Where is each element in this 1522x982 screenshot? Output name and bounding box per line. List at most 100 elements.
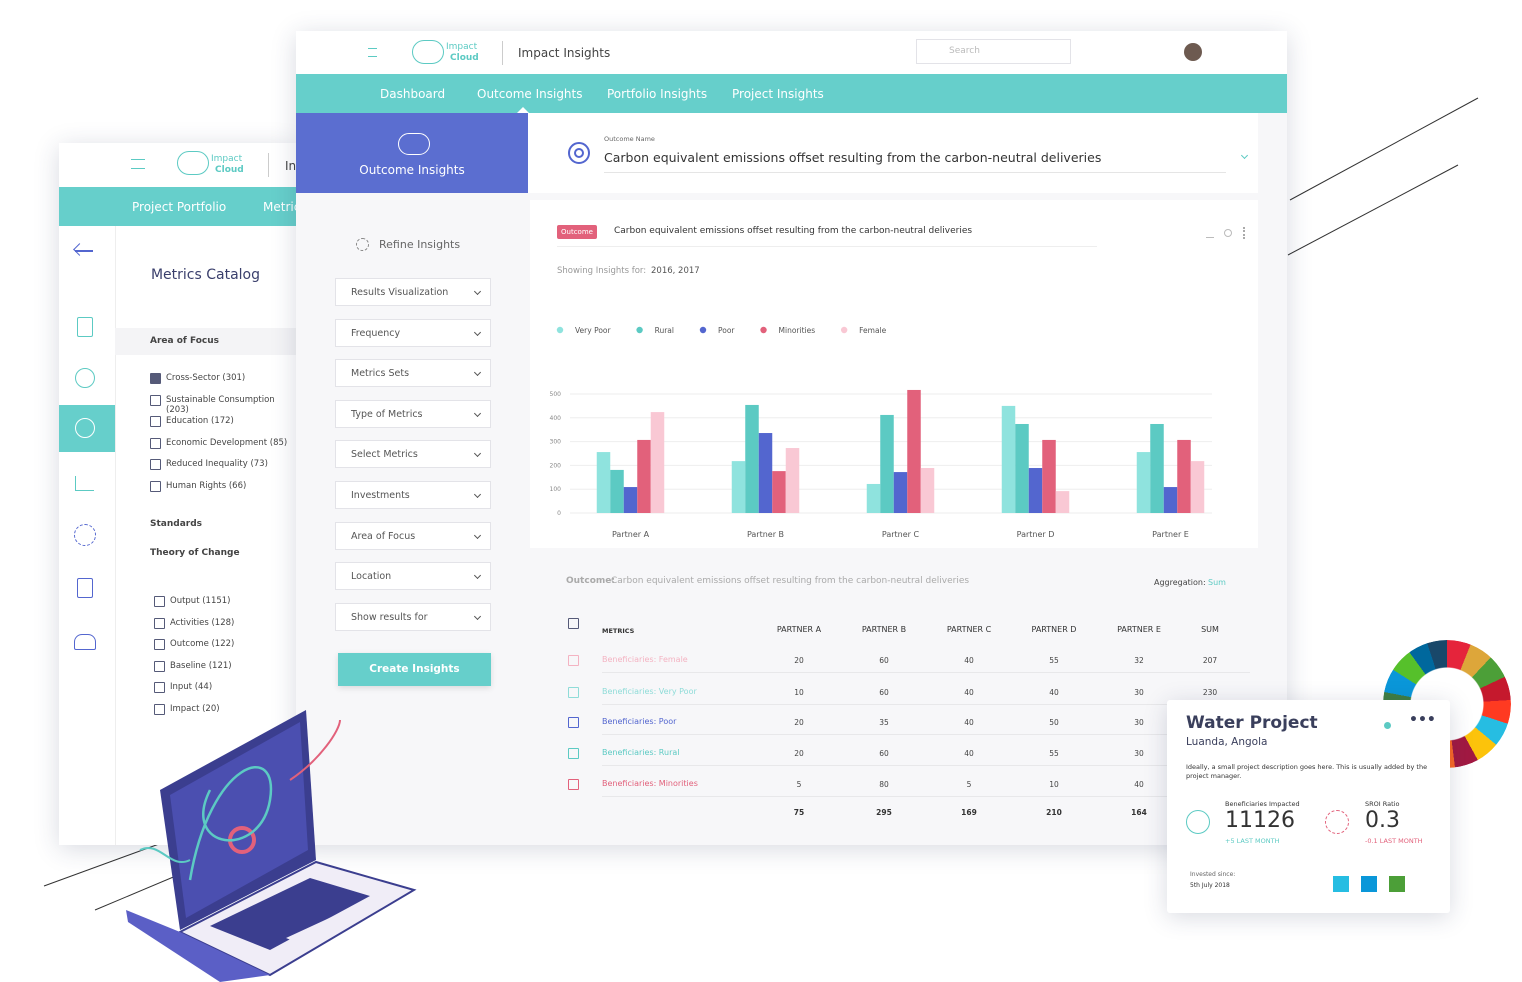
catalog-item[interactable]: Human Rights (66) bbox=[166, 480, 247, 491]
legend-label: Very Poor bbox=[575, 326, 612, 335]
bar bbox=[1136, 452, 1151, 513]
menu-icon[interactable] bbox=[368, 48, 377, 57]
search-box[interactable]: Search bbox=[916, 39, 1071, 64]
back-arrow[interactable] bbox=[75, 250, 93, 252]
share-icon[interactable] bbox=[1224, 229, 1232, 237]
legend-swatch bbox=[760, 326, 767, 334]
cell: 60 bbox=[879, 688, 889, 697]
filter-dropdown[interactable]: Type of Metrics bbox=[335, 399, 491, 428]
total-cell: 164 bbox=[1131, 808, 1147, 817]
metric2-label: SROI Ratio bbox=[1365, 800, 1400, 808]
nav-item[interactable]: Outcome Insights bbox=[477, 87, 583, 101]
dropdown-arrow[interactable] bbox=[1240, 151, 1249, 160]
create-button[interactable]: Create Insights bbox=[338, 653, 491, 686]
catalog-item[interactable]: Baseline (121) bbox=[170, 660, 232, 671]
subtitle-value: 2016, 2017 bbox=[651, 266, 700, 276]
row-divider bbox=[602, 734, 1250, 735]
outcome-name[interactable]: Carbon equivalent emissions offset resul… bbox=[604, 150, 1102, 165]
filter-dropdown[interactable]: Metrics Sets bbox=[335, 359, 491, 388]
catalog-item[interactable]: Reduced Inequality (73) bbox=[166, 459, 268, 469]
bar bbox=[866, 483, 881, 513]
catalog-item[interactable]: Education (172) bbox=[166, 416, 234, 426]
catalog-item[interactable]: Economic Development (85) bbox=[166, 437, 288, 448]
catalog-item[interactable]: Input (44) bbox=[170, 682, 213, 692]
project-card[interactable]: Water Project ••• Luanda, Angola Ideally… bbox=[1167, 700, 1450, 913]
checkbox[interactable] bbox=[150, 459, 161, 470]
y-tick-label: 100 bbox=[550, 486, 562, 493]
nav-icon[interactable] bbox=[77, 317, 93, 337]
nav-icon[interactable] bbox=[74, 524, 96, 546]
total-cell: 169 bbox=[961, 808, 977, 817]
cell: 55 bbox=[1049, 656, 1059, 665]
row-label: Beneficiaries: Very Poor bbox=[602, 687, 697, 696]
row-label: Beneficiaries: Poor bbox=[602, 717, 677, 726]
active-indicator bbox=[517, 107, 529, 113]
chart-title: Carbon equivalent emissions offset resul… bbox=[614, 226, 973, 236]
divider bbox=[268, 153, 269, 177]
checkbox[interactable] bbox=[154, 639, 165, 650]
checkbox[interactable] bbox=[150, 394, 161, 406]
nav-item[interactable]: Dashboard bbox=[380, 87, 446, 101]
metric1-label: Beneficiaries Impacted bbox=[1225, 800, 1300, 808]
filter-dropdown[interactable]: Location bbox=[335, 562, 491, 591]
legend-swatch bbox=[840, 326, 848, 334]
filter-dropdown[interactable]: Results Visualization bbox=[335, 278, 491, 306]
checkbox[interactable] bbox=[568, 717, 579, 728]
cell: 230 bbox=[1202, 688, 1218, 697]
catalog-item[interactable]: Cross-Sector (301) bbox=[166, 373, 246, 383]
checkbox[interactable] bbox=[150, 480, 161, 492]
catalog-item[interactable]: Activities (128) bbox=[170, 617, 235, 628]
checkbox[interactable] bbox=[568, 655, 579, 666]
nav-item[interactable]: Portfolio Insights bbox=[607, 87, 708, 101]
filter-dropdown[interactable]: Investments bbox=[335, 481, 491, 509]
checkbox[interactable] bbox=[568, 687, 579, 698]
gear-icon bbox=[356, 238, 369, 251]
bar bbox=[1177, 439, 1191, 513]
checkbox[interactable] bbox=[154, 596, 165, 607]
nav-icon[interactable] bbox=[77, 578, 93, 598]
column-header: PARTNER C bbox=[946, 625, 992, 634]
back-arrow-head bbox=[73, 243, 86, 256]
checkbox[interactable] bbox=[150, 416, 161, 427]
nav-icon[interactable] bbox=[75, 476, 94, 491]
avatar[interactable] bbox=[1184, 43, 1202, 61]
nav-icon[interactable] bbox=[74, 634, 96, 650]
filter-dropdown[interactable]: Area of Focus bbox=[335, 521, 491, 550]
checkbox[interactable] bbox=[568, 779, 579, 790]
filter-dropdown[interactable]: Frequency bbox=[335, 318, 491, 347]
cell: 40 bbox=[964, 688, 974, 697]
checkbox[interactable] bbox=[150, 373, 161, 384]
cell: 60 bbox=[879, 656, 889, 665]
logo-icon bbox=[412, 40, 444, 64]
checkbox-all[interactable] bbox=[568, 618, 579, 629]
catalog-item[interactable]: Sustainable Consumption (203) bbox=[166, 394, 275, 415]
checkbox[interactable] bbox=[154, 660, 165, 672]
download-icon[interactable] bbox=[1206, 229, 1214, 238]
checkbox[interactable] bbox=[154, 682, 165, 693]
checkbox[interactable] bbox=[568, 748, 579, 759]
metric1-value: 11126 bbox=[1225, 808, 1295, 833]
filter-dropdown[interactable]: Select Metrics bbox=[335, 440, 491, 469]
catalog-item[interactable]: Output (1151) bbox=[170, 596, 231, 606]
nav-item[interactable]: Project Portfolio bbox=[132, 200, 227, 214]
legend-swatch bbox=[699, 326, 707, 334]
more-icon[interactable]: ••• bbox=[1409, 712, 1436, 728]
bar bbox=[1015, 423, 1029, 513]
menu-icon[interactable] bbox=[131, 159, 145, 169]
cell: 80 bbox=[879, 780, 889, 789]
checkbox[interactable] bbox=[154, 703, 165, 715]
nav-icon-active[interactable] bbox=[59, 405, 115, 452]
invested-label: Invested since: bbox=[1190, 871, 1236, 878]
aggregation-value[interactable]: Sum bbox=[1208, 578, 1226, 587]
filter-dropdown[interactable]: Show results for bbox=[335, 602, 491, 631]
nav-item[interactable]: Metric bbox=[263, 200, 296, 214]
more-icon[interactable] bbox=[1243, 227, 1248, 239]
sroi-icon bbox=[1325, 810, 1349, 834]
nav-item[interactable]: Project Insights bbox=[732, 87, 824, 101]
checkbox[interactable] bbox=[154, 617, 165, 629]
checkbox[interactable] bbox=[150, 437, 161, 449]
catalog-item[interactable]: Outcome (122) bbox=[170, 639, 235, 649]
catalog-item[interactable]: Impact (20) bbox=[170, 703, 220, 714]
nav-icon[interactable] bbox=[75, 368, 95, 388]
outcome-label: Outcome Name bbox=[604, 135, 655, 143]
